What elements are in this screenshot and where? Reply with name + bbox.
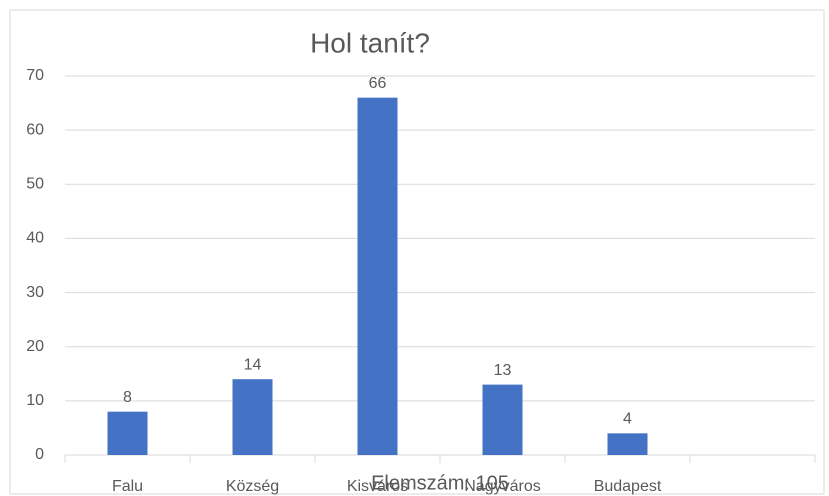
y-tick-label: 40 xyxy=(26,230,44,247)
x-tick-label: Falu xyxy=(112,478,143,495)
y-tick-label: 10 xyxy=(26,392,44,409)
chart-title: Hol tanít? xyxy=(310,27,430,58)
x-tick-label: Budapest xyxy=(594,478,662,495)
annotation: Elemszám: 105 xyxy=(371,472,509,494)
y-tick-label: 50 xyxy=(26,176,44,193)
x-tick-label: Község xyxy=(226,478,279,495)
bar xyxy=(607,433,648,455)
y-tick-label: 20 xyxy=(26,338,44,355)
bar xyxy=(357,97,398,456)
data-label: 8 xyxy=(123,389,132,406)
data-label: 66 xyxy=(369,75,387,92)
x-tick-label: Kisváros xyxy=(347,478,408,495)
x-tick-label: Nagyváros xyxy=(464,478,540,495)
data-label: 13 xyxy=(494,362,512,379)
y-tick-label: 60 xyxy=(26,121,44,138)
data-label: 4 xyxy=(623,411,632,428)
data-label: 14 xyxy=(244,356,262,373)
bar xyxy=(232,379,273,455)
y-tick-label: 0 xyxy=(35,446,44,463)
y-tick-label: 70 xyxy=(26,67,44,84)
bar xyxy=(482,384,523,455)
bar xyxy=(107,411,148,455)
y-tick-label: 30 xyxy=(26,284,44,301)
